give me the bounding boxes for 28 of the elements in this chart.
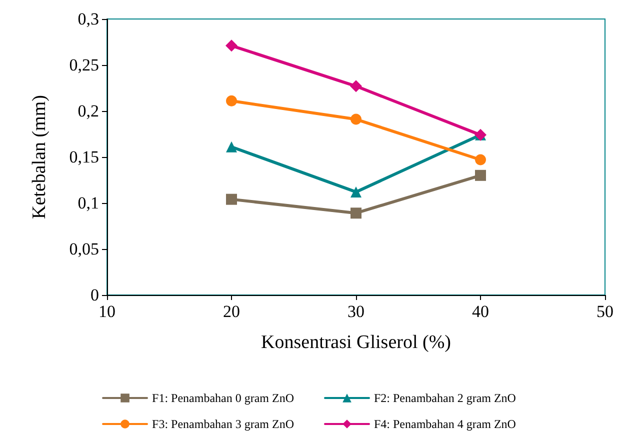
y-tick-label: 0,05 — [69, 240, 99, 258]
legend-label: F3: Penambahan 3 gram ZnO — [152, 417, 294, 431]
point — [350, 208, 362, 219]
x-tick-label: 10 — [98, 302, 116, 321]
y-tick-label: 0 — [90, 286, 99, 304]
point — [475, 170, 486, 181]
x-tick-label: 30 — [348, 302, 364, 321]
legend-label: F1: Penambahan 0 gram ZnO — [152, 391, 294, 405]
y-tick-label: 0,15 — [69, 148, 99, 166]
point — [226, 40, 238, 52]
point — [226, 141, 237, 152]
point — [350, 80, 362, 92]
legend-label: F2: Penambahan 2 gram ZnO — [374, 391, 516, 405]
point — [226, 95, 237, 106]
y-tick-label: 0,25 — [69, 56, 99, 74]
point — [226, 194, 237, 205]
x-axis-title: Konsentrasi Gliserol (%) — [261, 332, 451, 353]
legend-label: F4: Penambahan 4 gram ZnO — [374, 417, 516, 431]
x-tick-label: 50 — [596, 302, 614, 321]
point — [350, 114, 362, 125]
x-tick-label: 20 — [223, 302, 240, 321]
y-tick-label: 0,1 — [78, 194, 99, 212]
y-axis-title: Ketebalan (mm) — [29, 95, 50, 219]
y-tick-label: 0,3 — [78, 10, 99, 28]
x-tick-label: 40 — [472, 302, 489, 321]
point — [475, 154, 486, 166]
point — [350, 186, 362, 198]
y-tick-label: 0,2 — [78, 102, 99, 120]
